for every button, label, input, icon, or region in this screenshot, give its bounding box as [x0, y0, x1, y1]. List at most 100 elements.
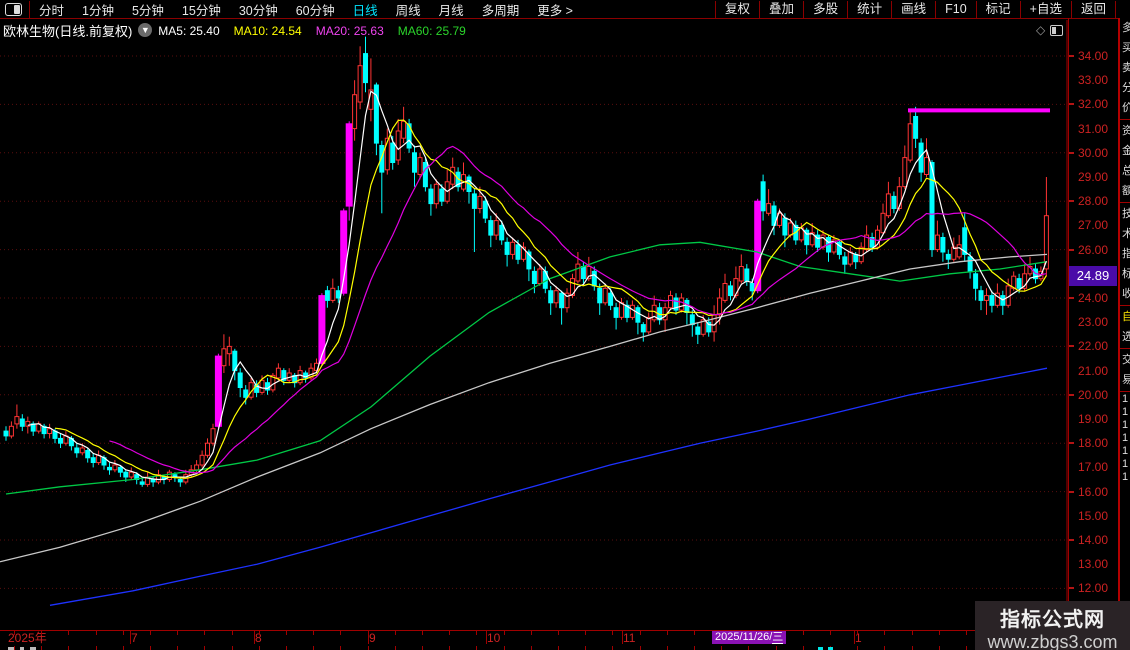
candle-body — [984, 295, 989, 301]
tab-1[interactable]: 1分钟 — [82, 3, 114, 18]
candle-body — [673, 297, 679, 311]
toolbar-button-多股[interactable]: 多股 — [803, 0, 847, 18]
strip-item-14[interactable]: 标 — [1122, 264, 1130, 284]
price-label-22.00: 22.00 — [1078, 339, 1109, 354]
clipped-tick — [177, 646, 178, 650]
clipped-glyph — [30, 647, 36, 650]
clipped-tick — [803, 646, 804, 650]
candle-body — [477, 195, 483, 209]
candle-body — [363, 53, 368, 84]
tab-4[interactable]: 30分钟 — [238, 3, 278, 18]
clipped-tick — [531, 646, 532, 650]
candle-body — [150, 479, 156, 483]
clipped-tick — [340, 646, 341, 650]
candle-body — [439, 188, 445, 202]
candle-body — [210, 428, 216, 444]
candle-body — [929, 162, 935, 251]
candle-body — [194, 464, 200, 471]
clipped-tick — [232, 646, 233, 650]
month-divider — [368, 631, 369, 644]
candle-body — [499, 224, 505, 241]
candle-body — [390, 142, 396, 164]
toolbar-button-复权[interactable]: 复权 — [715, 0, 759, 18]
strip-item-17[interactable]: 自 — [1122, 307, 1130, 327]
time-label-2025年: 2025年 — [8, 631, 47, 645]
diamond-icon[interactable]: ◇ — [1036, 23, 1046, 37]
strip-item-2[interactable]: 卖 — [1122, 58, 1130, 78]
strip-item-1[interactable]: 买 — [1122, 38, 1130, 58]
toolbar-button-返回[interactable]: 返回 — [1070, 0, 1116, 18]
candle-body — [885, 193, 891, 217]
tab-7[interactable]: 周线 — [395, 3, 421, 18]
price-label-20.00: 20.00 — [1078, 387, 1109, 402]
week-tick — [830, 631, 831, 635]
tab-10[interactable]: 更多 > — [537, 3, 573, 18]
toolbar-button-标记[interactable]: 标记 — [975, 0, 1020, 18]
candle-body — [809, 232, 815, 246]
toolbar-button-画线[interactable]: 画线 — [891, 0, 935, 18]
candle-body — [156, 474, 161, 483]
tab-9[interactable]: 多周期 — [481, 3, 520, 18]
price-tick — [1069, 587, 1074, 590]
tab-2[interactable]: 5分钟 — [131, 3, 164, 18]
strip-item-21[interactable]: 易 — [1122, 370, 1130, 390]
price-label-28.00: 28.00 — [1078, 194, 1109, 209]
strip-item-13[interactable]: 指 — [1122, 244, 1130, 264]
candle-body — [842, 256, 848, 265]
toolbar-button-统计[interactable]: 统计 — [847, 0, 891, 18]
strip-item-25[interactable]: 1 — [1122, 419, 1129, 431]
candle-body — [3, 430, 9, 437]
candle-body — [754, 200, 762, 292]
candlestick-chart[interactable] — [0, 20, 1068, 632]
candle-body — [880, 212, 886, 234]
strip-item-8[interactable]: 总 — [1122, 161, 1130, 181]
tab-8[interactable]: 月线 — [438, 3, 464, 18]
strip-item-23[interactable]: 1 — [1122, 393, 1129, 405]
strip-item-20[interactable]: 交 — [1122, 350, 1130, 370]
strip-item-28[interactable]: 1 — [1122, 458, 1129, 470]
strip-item-26[interactable]: 1 — [1122, 432, 1129, 444]
selected-date-badge: 2025/11/26/三 — [712, 631, 787, 644]
strip-item-24[interactable]: 1 — [1122, 406, 1129, 418]
week-tick — [313, 631, 314, 635]
toolbar-button-F10[interactable]: F10 — [935, 0, 976, 18]
strip-item-27[interactable]: 1 — [1122, 445, 1129, 457]
candle-body — [559, 292, 565, 309]
candle-body — [275, 367, 281, 379]
candle-body — [896, 186, 902, 209]
toolbar-button-叠加[interactable]: 叠加 — [759, 0, 803, 18]
ma-value-3: MA60: 25.79 — [397, 23, 466, 38]
tab-5[interactable]: 60分钟 — [295, 3, 335, 18]
strip-item-3[interactable]: 分 — [1122, 78, 1130, 98]
right-side-menu[interactable]: 多买卖分价资金总额技术指标收自选交易1111111 — [1118, 18, 1130, 650]
strip-item-0[interactable]: 多 — [1122, 18, 1130, 38]
clipped-tick — [966, 646, 967, 650]
strip-item-7[interactable]: 金 — [1122, 141, 1130, 161]
clipped-tick — [286, 646, 287, 650]
strip-item-6[interactable]: 资 — [1122, 121, 1130, 141]
price-label-24.00: 24.00 — [1078, 291, 1109, 305]
strip-item-12[interactable]: 术 — [1122, 224, 1130, 244]
next-pane-clipped — [0, 645, 1130, 650]
split-window-button[interactable] — [0, 0, 30, 18]
strip-item-11[interactable]: 技 — [1122, 204, 1130, 224]
tab-3[interactable]: 15分钟 — [181, 3, 221, 18]
strip-item-9[interactable]: 额 — [1122, 181, 1130, 201]
candle-body — [74, 447, 80, 454]
ma60-green — [5, 241, 1048, 495]
strip-item-18[interactable]: 选 — [1122, 327, 1130, 347]
toolbar-button-+自选[interactable]: +自选 — [1019, 0, 1071, 18]
week-tick — [150, 631, 151, 635]
window-icon[interactable] — [1050, 24, 1064, 36]
candle-body — [619, 302, 624, 318]
strip-item-15[interactable]: 收 — [1122, 284, 1130, 304]
tab-6[interactable]: 日线 — [352, 3, 378, 18]
strip-item-4[interactable]: 价 — [1122, 98, 1130, 118]
chevron-down-icon[interactable]: ▼ — [138, 23, 153, 37]
candle-body — [47, 428, 53, 435]
candle-body — [934, 234, 940, 251]
strip-item-29[interactable]: 1 — [1122, 471, 1129, 483]
week-tick — [504, 631, 505, 635]
tab-0[interactable]: 分时 — [39, 3, 65, 18]
candle-body — [962, 227, 968, 255]
